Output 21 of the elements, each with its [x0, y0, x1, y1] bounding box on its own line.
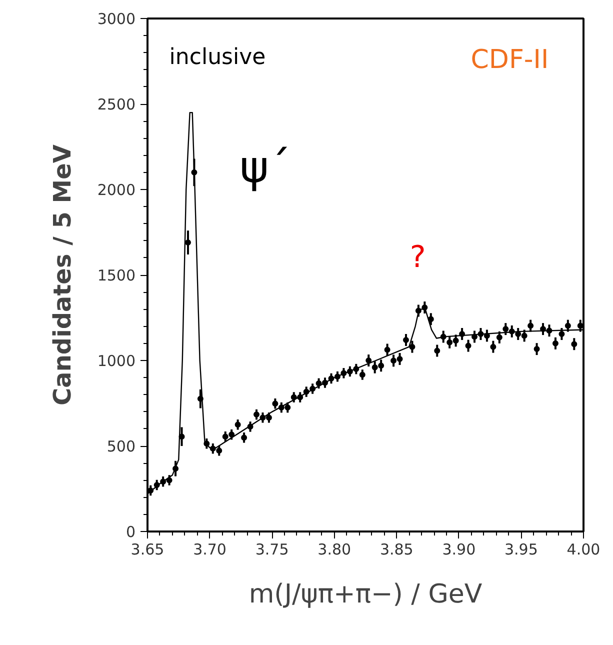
annotation: inclusive [169, 44, 266, 70]
annotation: ψ´ [240, 142, 291, 193]
y-tick-label: 1000 [97, 352, 136, 370]
annotation: ? [410, 240, 426, 275]
x-tick-label: 3.70 [193, 540, 226, 558]
x-tick-label: 3.80 [318, 540, 352, 558]
y-tick-label: 0 [126, 523, 136, 541]
y-tick-label: 1500 [97, 266, 136, 284]
x-tick-label: 3.95 [504, 540, 538, 558]
x-tick-label: 4.00 [566, 540, 600, 558]
x-axis-title: m(J/ψπ+π−) / GeV [248, 580, 482, 610]
y-tick-label: 2000 [97, 181, 136, 199]
y-axis-title: Candidates / 5 MeV [48, 144, 76, 406]
x-tick-label: 3.85 [380, 540, 414, 558]
y-tick-label: 3000 [97, 10, 136, 28]
annotation: CDF-II [470, 44, 549, 75]
y-tick-label: 500 [106, 438, 136, 456]
y-tick-label: 2500 [97, 96, 136, 114]
x-tick-label: 3.75 [255, 540, 289, 558]
x-tick-label: 3.65 [130, 540, 164, 558]
x-tick-label: 3.90 [442, 540, 476, 558]
